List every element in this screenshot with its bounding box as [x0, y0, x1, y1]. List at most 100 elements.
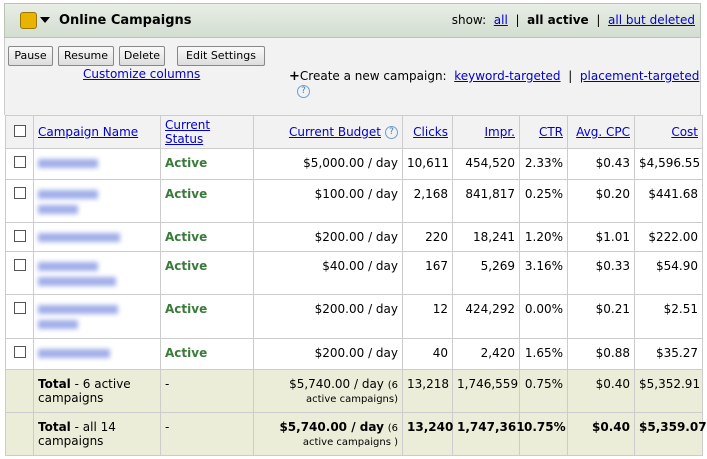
campaign-row: Active $40.00 / day 167 5,269 3.16% $0.33 $54.… [5, 251, 703, 295]
dropdown-arrow[interactable] [40, 17, 50, 23]
metric-cell: $0.33 [567, 251, 635, 295]
total-metric-cell: $5,359.07 [634, 412, 707, 456]
metric-cell: $200.00 / day [253, 294, 403, 339]
select-all-checkbox[interactable] [13, 124, 26, 137]
total-status: - [160, 412, 254, 456]
metric-value: 2.33% [524, 156, 563, 170]
metric-cell: $0.88 [567, 338, 635, 370]
row-checkbox[interactable] [13, 187, 26, 199]
metric-value: $0.43 [595, 156, 630, 170]
metric-value: $54.90 [656, 259, 698, 273]
help-icon[interactable]: ? [385, 126, 398, 139]
metric-value: $0.20 [595, 187, 630, 201]
metric-value: 424,292 [465, 302, 515, 316]
metric-cell: $35.27 [634, 338, 703, 370]
customize-columns-link[interactable]: Customize columns [83, 67, 201, 81]
blurred-campaign-name[interactable] [38, 320, 78, 329]
campaign-row: Active $200.00 / day 40 2,420 1.65% $0.88 $35.… [5, 338, 703, 370]
campaign-icon[interactable] [20, 12, 37, 29]
campaign-name-cell [33, 179, 161, 223]
column-header-link[interactable]: Impr. [484, 125, 516, 139]
column-header-link[interactable]: Cost [671, 125, 698, 139]
column-header-link[interactable]: Avg. CPC [576, 125, 630, 139]
column-header-link[interactable]: Campaign Name [38, 125, 139, 139]
campaign-name-cell [33, 338, 161, 370]
delete-button[interactable]: Delete [119, 46, 165, 66]
total-metric-cell: $5,352.91 [634, 369, 703, 413]
header-cell: Cost [634, 115, 703, 149]
total-metric-value: $5,359.07 [639, 420, 707, 434]
blurred-campaign-name[interactable] [38, 159, 98, 168]
filter-all-but-deleted[interactable]: all but deleted [608, 13, 695, 27]
status-cell: Active [160, 251, 254, 295]
column-header-link[interactable]: Current Status [165, 118, 211, 146]
row-checkbox[interactable] [13, 259, 26, 271]
total-metric-cell: 1,746,559 [452, 369, 520, 413]
row-checkbox[interactable] [13, 230, 26, 242]
row-checkbox[interactable] [13, 156, 26, 168]
blurred-campaign-name[interactable] [38, 305, 118, 314]
total-label: Total [38, 377, 71, 391]
status-cell: Active [160, 222, 254, 252]
metric-value: 1.65% [524, 346, 563, 360]
metric-cell: $40.00 / day [253, 251, 403, 295]
title-bar: Online Campaigns show: all | all active … [4, 3, 701, 38]
resume-button[interactable]: Resume [58, 46, 114, 66]
metric-value: $0.88 [595, 346, 630, 360]
edit-settings-button[interactable]: Edit Settings [177, 46, 265, 66]
metric-cell: 0.00% [519, 294, 568, 339]
blurred-campaign-name[interactable] [38, 190, 98, 199]
metric-value: 841,817 [465, 187, 515, 201]
pause-button[interactable]: Pause [8, 46, 53, 66]
metric-value: 1.20% [524, 230, 563, 244]
empty-cell [5, 369, 34, 413]
total-metric-cell: $0.40 [567, 369, 635, 413]
status: Active [165, 187, 208, 201]
metric-cell: 18,241 [452, 222, 520, 252]
metric-value: $5,000.00 / day [303, 156, 398, 170]
separator: | [596, 13, 601, 27]
header-cell [5, 115, 34, 149]
campaign-row: Active $200.00 / day 220 18,241 1.20% $1.01 $2… [5, 222, 703, 252]
placement-targeted-link[interactable]: placement-targeted [579, 69, 700, 83]
column-header-link[interactable]: Current Budget [288, 125, 381, 139]
keyword-targeted-link[interactable]: keyword-targeted [454, 69, 561, 83]
metric-value: 12 [432, 302, 448, 316]
metric-cell: 2,168 [402, 179, 453, 223]
row-checkbox[interactable] [13, 302, 26, 314]
filter-all[interactable]: all [493, 13, 508, 27]
metric-value: $200.00 / day [314, 302, 398, 316]
blurred-campaign-name[interactable] [38, 233, 120, 242]
header-cell: CTR [519, 115, 568, 149]
show-label: show: [451, 13, 487, 27]
separator: | [515, 13, 520, 27]
metric-value: 3.16% [524, 259, 563, 273]
total-metric-value: 1,747,361 [457, 420, 525, 434]
row-checkbox[interactable] [13, 346, 26, 358]
checkbox-cell [5, 294, 34, 339]
metric-value: $0.33 [595, 259, 630, 273]
blurred-campaign-name[interactable] [38, 205, 78, 214]
toolbar: Pause Resume Delete Edit Settings Custom… [4, 38, 701, 115]
help-icon[interactable]: ? [297, 85, 310, 98]
blurred-campaign-name[interactable] [38, 277, 116, 286]
status: Active [165, 302, 208, 316]
metric-cell: $4,596.55 [634, 148, 703, 180]
metric-value: 0.00% [524, 302, 563, 316]
column-header-link[interactable]: CTR [538, 125, 563, 139]
metric-cell: 1.65% [519, 338, 568, 370]
metric-value: 10,611 [407, 156, 449, 170]
metric-cell: 40 [402, 338, 453, 370]
metric-cell: $2.51 [634, 294, 703, 339]
blurred-campaign-name[interactable] [38, 349, 110, 358]
metric-cell: 5,269 [452, 251, 520, 295]
blurred-campaign-name[interactable] [38, 262, 98, 271]
filter-all-active: all active [527, 13, 589, 27]
metric-cell: 167 [402, 251, 453, 295]
campaign-name-cell [33, 222, 161, 252]
column-header-link[interactable]: Clicks [413, 125, 448, 139]
total-row: Total - 6 active campaigns - $5,740.00 / d… [5, 369, 703, 413]
status-cell: Active [160, 338, 254, 370]
metric-cell: 2.33% [519, 148, 568, 180]
